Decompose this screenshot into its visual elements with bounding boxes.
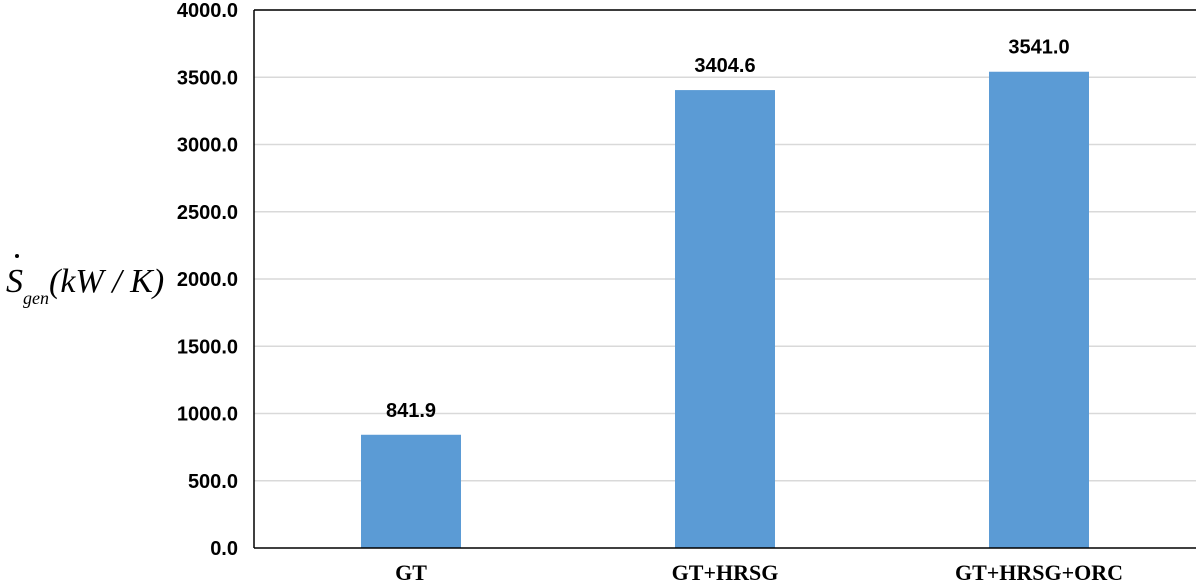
x-category-label: GT <box>395 560 427 585</box>
y-tick-label: 2000.0 <box>177 269 238 291</box>
data-label: 3541.0 <box>1008 37 1069 59</box>
y-tick-label: 500.0 <box>188 471 238 493</box>
y-axis-label-symbol: S <box>6 263 23 300</box>
bars <box>361 71 1089 548</box>
y-axis-label-subscript: gen <box>23 288 49 308</box>
y-axis-label-dot <box>15 254 19 258</box>
y-tick-label: 4000.0 <box>177 0 238 22</box>
bar <box>989 71 1089 548</box>
y-tick-label: 0.0 <box>210 538 238 560</box>
data-label: 3404.6 <box>694 55 755 77</box>
x-category-label: GT+HRSG+ORC <box>955 560 1123 585</box>
bar <box>675 90 775 548</box>
y-axis-label: Sgen(kW / K) <box>6 254 164 308</box>
bar <box>361 434 461 548</box>
svg-text:Sgen(kW / K): Sgen(kW / K) <box>6 263 164 308</box>
data-labels: 841.9 3404.6 3541.0 <box>386 37 1070 422</box>
y-axis-label-units: (kW / K) <box>49 263 164 300</box>
y-tick-label: 3500.0 <box>177 67 238 89</box>
x-category-label: GT+HRSG <box>672 560 779 585</box>
y-tick-label: 2500.0 <box>177 202 238 224</box>
x-category-labels: GT GT+HRSG GT+HRSG+ORC <box>395 560 1123 585</box>
y-tick-label: 1500.0 <box>177 336 238 358</box>
axes <box>253 9 1196 549</box>
y-tick-label: 3000.0 <box>177 135 238 157</box>
y-tick-label: 1000.0 <box>177 404 238 426</box>
data-label: 841.9 <box>386 400 436 422</box>
y-tick-labels: 0.0 500.0 1000.0 1500.0 2000.0 2500.0 3000.0 35… <box>177 0 238 560</box>
